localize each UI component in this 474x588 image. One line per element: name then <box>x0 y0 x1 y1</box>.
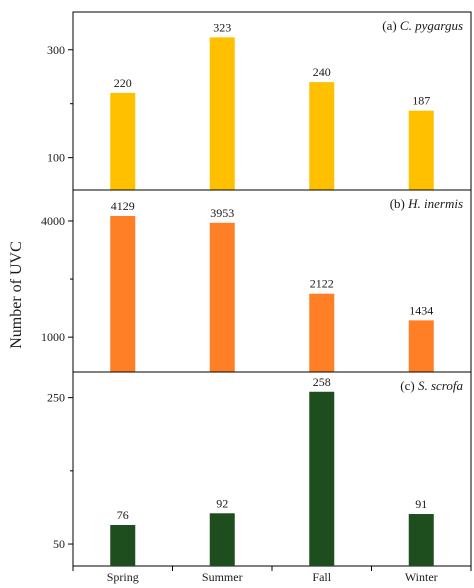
bar-winter <box>408 514 434 566</box>
bar-winter <box>408 110 434 190</box>
value-label: 240 <box>313 65 331 79</box>
y-tick-label: 250 <box>47 391 65 405</box>
bar-winter <box>408 320 434 372</box>
value-label: 4129 <box>111 199 135 213</box>
value-label: 1434 <box>409 303 433 317</box>
bar-fall <box>309 293 335 372</box>
bar-spring <box>110 215 136 372</box>
panel-2: 50 250 76 92 258 91 (c) S. scrofa <box>47 371 472 567</box>
bar-fall <box>309 391 335 566</box>
y-tick-label: 4000 <box>41 214 65 228</box>
value-label: 2122 <box>310 277 334 291</box>
y-tick-label: 100 <box>47 151 65 165</box>
x-label-summer: Summer <box>202 570 243 584</box>
bar-summer <box>209 513 235 566</box>
x-label-winter: Winter <box>405 570 438 584</box>
x-axis: Spring Summer Fall Winter <box>72 566 472 584</box>
x-label-spring: Spring <box>107 570 139 584</box>
bar-summer <box>209 222 235 372</box>
value-label: 76 <box>117 508 129 522</box>
panels: 100 300 220 323 240 187 (a) C. pygargus 1000 400… <box>41 11 472 567</box>
value-label: 323 <box>213 20 231 34</box>
bar-fall <box>309 82 335 190</box>
y-tick-label: 1000 <box>41 330 65 344</box>
value-label: 91 <box>415 497 427 511</box>
bar-spring <box>110 525 136 566</box>
value-label: 3953 <box>210 206 234 220</box>
panel-title: (c) S. scrofa <box>400 378 463 393</box>
bar-spring <box>110 92 136 190</box>
value-label: 258 <box>313 375 331 389</box>
panel-0: 100 300 220 323 240 187 (a) C. pygargus <box>47 11 472 191</box>
y-axis-title: Number of UVC <box>8 241 25 349</box>
panel-title: (a) C. pygargus <box>382 18 463 33</box>
value-label: 220 <box>114 76 132 90</box>
bar-summer <box>209 37 235 190</box>
value-label: 187 <box>412 94 430 108</box>
panel-title: (b) H. inermis <box>390 196 463 211</box>
panel-1: 1000 4000 4129 3953 2122 1434 (b) H. inermis <box>41 189 472 373</box>
y-tick-label: 50 <box>53 537 65 551</box>
x-label-fall: Fall <box>312 570 331 584</box>
y-tick-label: 300 <box>47 43 65 57</box>
value-label: 92 <box>216 496 228 510</box>
